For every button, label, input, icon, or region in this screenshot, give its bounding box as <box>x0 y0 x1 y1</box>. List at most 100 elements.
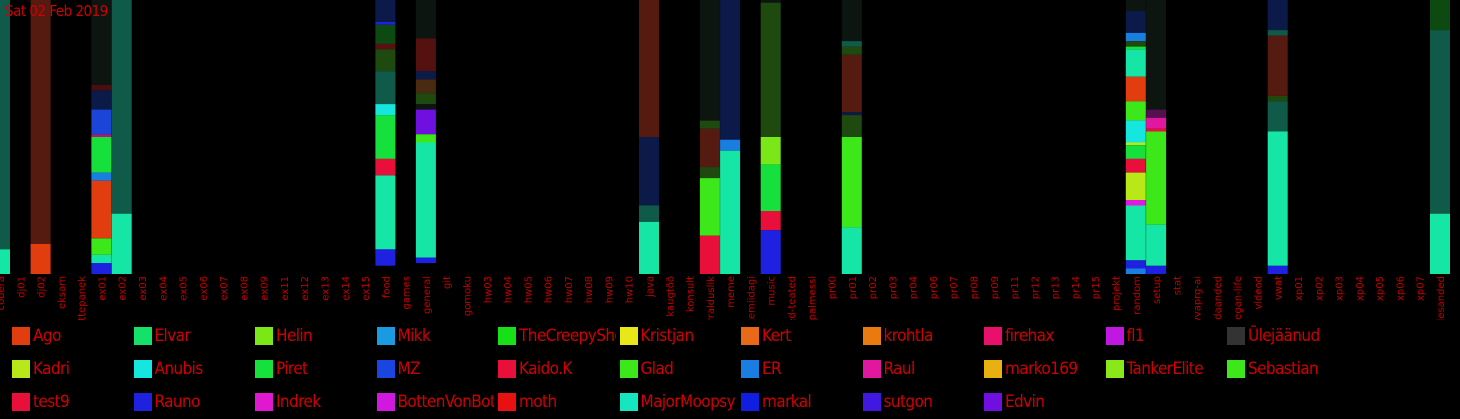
x-tick-label: ex04 <box>158 276 169 301</box>
bar-segment-57-0 <box>1146 0 1167 110</box>
bar-segment-57-4 <box>1146 131 1167 225</box>
bar-segment-38-1 <box>760 2 781 138</box>
bar-segment-42-6 <box>841 137 862 228</box>
legend-swatch <box>619 327 638 345</box>
legend-swatch <box>12 360 30 378</box>
x-tick-label: ex06 <box>199 276 210 301</box>
bar-segment-63-2 <box>1267 35 1288 96</box>
bar-segment-21-0 <box>415 0 436 39</box>
bar-segment-56-4 <box>1125 46 1146 50</box>
x-tick-label: codera <box>0 276 7 310</box>
x-tick-label: games <box>402 276 413 310</box>
legend-swatch <box>133 360 152 378</box>
legend-label: fl1 <box>1126 326 1145 346</box>
bar-segment-36-1 <box>720 139 741 151</box>
x-tick-label: korralduslik <box>706 276 717 320</box>
x-tick-label: pr00 <box>828 276 839 299</box>
legend-label: krohtla <box>883 326 934 346</box>
x-tick-label: ettepanek <box>77 276 88 320</box>
legend-label: MajorMoopsy <box>640 392 736 412</box>
bar-segment-56-2 <box>1125 32 1146 42</box>
bar-segment-38-3 <box>760 164 781 211</box>
legend-entry: test9 <box>12 391 130 413</box>
x-tick-label: ex13 <box>321 276 332 301</box>
legend-label: Raul <box>883 359 916 379</box>
legend-swatch <box>133 327 152 345</box>
x-tick-label: hw03 <box>483 276 494 303</box>
bar-segment-32-0 <box>639 0 659 137</box>
bar-segment-5-7 <box>91 180 112 239</box>
legend-entry: Kristjan <box>619 325 738 347</box>
legend-swatch <box>498 393 516 411</box>
legend-entry: Edvin <box>984 391 1102 413</box>
x-tick-label: git <box>442 276 453 289</box>
bar-segment-19-1 <box>375 21 396 25</box>
x-tick-label: pr03 <box>888 276 899 299</box>
bar-segment-21-4 <box>415 93 436 105</box>
stacked-bar-chart: codera dj01 dj02 eksam ettepanek ex01 ex02 ex03… <box>0 0 1450 320</box>
legend-swatch <box>498 360 516 378</box>
legend-entry: Raul <box>862 358 981 380</box>
bar-segment-21-5 <box>415 104 436 110</box>
x-tick-label: food <box>381 276 392 298</box>
x-tick-label: palmessi <box>807 276 818 320</box>
bar-segment-32-1 <box>639 137 659 206</box>
x-tick-label: dj02 <box>37 276 48 298</box>
x-tick-label: random <box>1132 276 1143 315</box>
x-tick-label: konsult <box>686 276 697 312</box>
x-tick-label: mittemiidagi <box>746 276 757 320</box>
bar-segment-6-1 <box>111 213 132 274</box>
legend-label: Kadri <box>33 359 70 379</box>
bar-segment-42-2 <box>841 46 862 55</box>
x-tick-label: xp05 <box>1375 276 1386 301</box>
bar-segment-21-2 <box>415 71 436 80</box>
bar-segment-2-0 <box>30 0 51 244</box>
legend-entry: BottenVonBot <box>376 391 494 413</box>
bar-segment-21-7 <box>415 134 436 143</box>
x-tick-label: ülesanded <box>1436 276 1447 320</box>
legend-swatch <box>741 327 759 345</box>
legend-swatch <box>984 393 1002 411</box>
x-tick-label: hw07 <box>564 276 575 303</box>
bar-segment-19-0 <box>375 0 396 22</box>
x-tick-label: ex02 <box>118 276 129 301</box>
bar-segment-5-5 <box>91 137 112 173</box>
bar-segment-57-5 <box>1146 224 1167 266</box>
x-tick-label: pr06 <box>929 276 940 299</box>
bar-segment-32-2 <box>639 205 659 222</box>
bar-segment-63-6 <box>1267 265 1288 274</box>
legend-swatch <box>984 327 1002 345</box>
legend-label: Rauno <box>154 392 201 412</box>
legend-label: test9 <box>33 392 70 412</box>
legend-label: MZ <box>397 359 421 379</box>
bar-segment-35-1 <box>699 120 720 129</box>
legend-label: Mikk <box>397 326 431 346</box>
bar-segment-19-9 <box>375 175 396 250</box>
legend-entry: MZ <box>376 358 495 380</box>
legend-swatch <box>255 360 273 378</box>
bar-segment-56-10 <box>1125 145 1146 159</box>
bar-segment-5-10 <box>91 263 112 274</box>
legend-swatch <box>376 327 395 345</box>
x-tick-label: setup <box>1152 276 1163 304</box>
x-tick-label: hw04 <box>503 276 514 303</box>
legend-label: marko169 <box>1005 359 1078 379</box>
x-tick-label: meme <box>726 276 737 308</box>
bar-segment-5-2 <box>91 90 112 110</box>
legend-entry: Kadri <box>12 358 130 380</box>
legend: Ago Elvar Helin Mikk TheCreepySheep Kristjan K… <box>0 320 1460 419</box>
x-tick-label: hw05 <box>523 276 534 303</box>
bar-segment-35-3 <box>699 167 720 179</box>
legend-label: Sebastian <box>1248 359 1319 379</box>
x-tick-label: xp07 <box>1416 276 1427 301</box>
bar-segment-42-1 <box>841 41 862 47</box>
bar-segment-56-12 <box>1125 172 1146 200</box>
bar-segment-19-8 <box>375 158 396 176</box>
bar-segment-5-6 <box>91 172 112 181</box>
legend-label: TankerElite <box>1126 359 1204 379</box>
bar-segment-19-10 <box>375 249 396 266</box>
bar-segment-63-0 <box>1267 0 1288 31</box>
x-tick-label: gomoku <box>463 276 474 316</box>
bar-segment-63-1 <box>1267 30 1288 36</box>
x-tick-label: ex03 <box>138 276 149 301</box>
